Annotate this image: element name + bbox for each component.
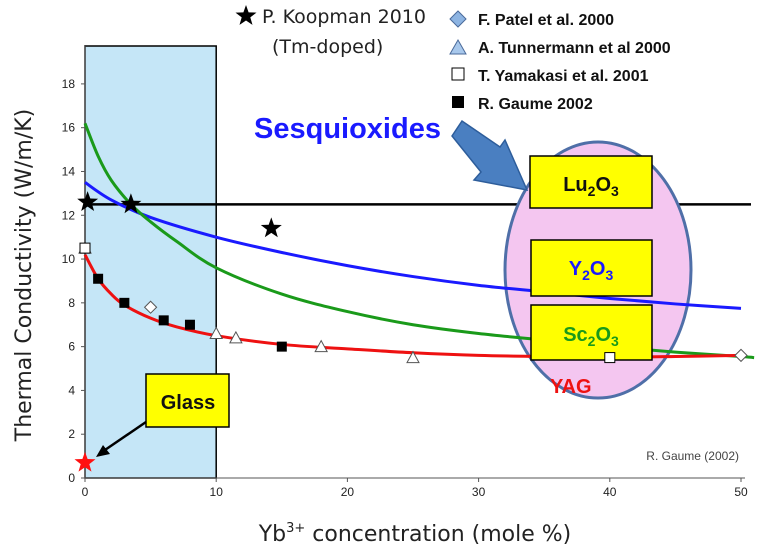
legend-koopman-sublabel: (Tm-doped) xyxy=(272,36,383,58)
y-tick-label: 18 xyxy=(62,77,76,91)
sc2o3-box: Sc2O3 xyxy=(530,304,653,361)
y-tick-label: 14 xyxy=(62,164,76,178)
y-tick-label: 4 xyxy=(68,383,75,397)
y-tick-label: 8 xyxy=(68,296,75,310)
patel-point xyxy=(734,348,748,363)
y-tick-label: 10 xyxy=(62,252,76,266)
y-tick-label: 2 xyxy=(68,427,75,441)
y-tick-label: 16 xyxy=(62,121,76,135)
lu2o3-box: Lu2O3 xyxy=(529,155,653,209)
x-tick-label: 0 xyxy=(82,485,89,499)
sesquioxides-arrow xyxy=(451,119,529,192)
tunnermann-point xyxy=(209,326,224,339)
sc2o3-label: Sc2O3 xyxy=(563,324,619,349)
legend-yamakasi-label: T. Yamakasi et al. 2001 xyxy=(478,68,649,85)
yamakasi-point xyxy=(79,242,91,254)
legend-yamakasi-square xyxy=(451,67,465,81)
glass-arrow xyxy=(101,420,147,454)
legend-tunnermann-triangle xyxy=(449,38,467,55)
legend-koopman-label: P. Koopman 2010 xyxy=(262,6,426,28)
x-tick-label: 50 xyxy=(734,485,748,499)
tunnermann-point xyxy=(406,350,420,364)
legend-koopman-star xyxy=(235,5,257,25)
legend-gaume-square xyxy=(452,96,464,108)
y2o3-box: Y2O3 xyxy=(530,239,653,297)
koopman-star-point xyxy=(120,193,142,214)
tunnermann-point xyxy=(229,330,243,344)
y-tick-label: 6 xyxy=(68,340,75,354)
koopman-star-point xyxy=(77,191,99,211)
plot-axes: 0 2 4 6 8 10 12 14 16 18 0 10 20 30 40 50 xyxy=(62,46,748,499)
glass-arrowhead xyxy=(96,445,110,457)
gaume-point xyxy=(93,273,104,284)
legend-patel-label: F. Patel et al. 2000 xyxy=(478,12,614,29)
y-tick-label: 12 xyxy=(62,208,76,222)
sesquioxides-label: Sesquioxides xyxy=(254,113,441,145)
lu2o3-label: Lu2O3 xyxy=(563,174,619,199)
glass-star-point xyxy=(74,451,96,472)
x-tick-label: 10 xyxy=(210,485,224,499)
data-markers xyxy=(74,191,748,472)
glass-label: Glass xyxy=(161,392,215,414)
x-axis-title: Yb3+ concentration (mole %) xyxy=(258,521,572,547)
yamakasi-point xyxy=(604,352,616,364)
patel-point xyxy=(143,300,158,314)
y-axis-title: Thermal Conductivity (W/m/K) xyxy=(12,109,37,442)
sesquioxide-fit-curve-blue xyxy=(84,181,742,310)
x-tick-label: 20 xyxy=(341,485,355,499)
gaume-point xyxy=(158,315,169,326)
tunnermann-point xyxy=(314,339,329,353)
legend-patel-diamond xyxy=(449,10,467,28)
source-credit: R. Gaume (2002) xyxy=(646,449,739,463)
x-tick-label: 30 xyxy=(472,485,486,499)
legend-gaume-label: R. Gaume 2002 xyxy=(478,96,593,113)
yag-label: YAG xyxy=(550,376,592,398)
y-tick-label: 0 xyxy=(68,471,75,485)
glass-callout: Glass xyxy=(96,373,230,457)
legend-tunnermann-label: A. Tunnermann et al 2000 xyxy=(478,40,671,57)
legend: P. Koopman 2010 (Tm-doped) F. Patel et a… xyxy=(235,5,671,113)
gaume-point xyxy=(119,297,130,308)
gaume-point xyxy=(276,341,287,352)
gaume-point xyxy=(184,319,195,330)
y2o3-label: Y2O3 xyxy=(569,258,614,283)
koopman-star-point xyxy=(260,217,282,238)
x-tick-label: 40 xyxy=(603,485,617,499)
